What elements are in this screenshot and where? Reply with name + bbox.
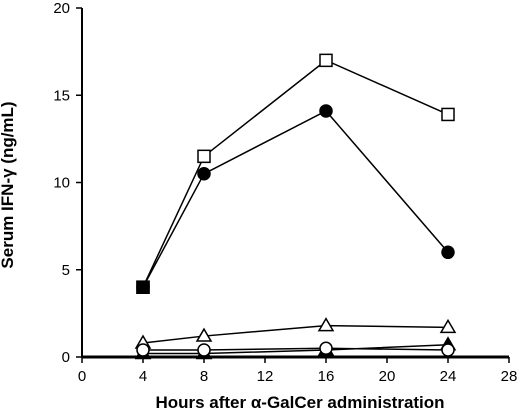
x-tick-label: 0 xyxy=(78,368,86,385)
y-tick-label: 5 xyxy=(62,262,70,279)
x-tick-label: 24 xyxy=(440,368,457,385)
x-tick-label: 28 xyxy=(501,368,518,385)
data-point-open-square xyxy=(319,53,333,68)
data-point-open-square xyxy=(197,149,211,164)
data-point-open-circle xyxy=(197,343,211,357)
y-axis-ticks: 0 5 10 15 20 xyxy=(53,0,82,366)
x-tick-label: 8 xyxy=(200,368,208,385)
data-point-filled-circle xyxy=(319,104,333,118)
data-markers xyxy=(134,53,457,360)
data-point-open-circle xyxy=(441,343,455,357)
y-tick-label: 20 xyxy=(53,0,70,17)
data-point-filled-circle xyxy=(197,167,211,181)
data-point-filled-circle xyxy=(441,245,455,260)
series-line-open-square xyxy=(142,59,449,288)
x-tick-label: 20 xyxy=(379,368,396,385)
y-axis-title: Serum IFN-γ (ng/mL) xyxy=(0,101,17,268)
y-tick-label: 10 xyxy=(53,175,70,192)
data-point-open-circle xyxy=(319,341,333,356)
series-line-filled-circle xyxy=(142,110,449,288)
y-tick-label: 15 xyxy=(53,87,70,104)
x-tick-label: 12 xyxy=(257,368,274,385)
data-point-filled-square xyxy=(136,280,150,294)
series-line-open-triangle xyxy=(142,324,449,344)
series-line-filled-triangle xyxy=(143,344,449,355)
data-point-open-triangle xyxy=(317,317,335,332)
data-point-open-triangle xyxy=(195,327,213,342)
data-point-open-circle xyxy=(136,343,150,357)
x-axis-ticks: 0 4 8 12 16 20 24 28 xyxy=(78,357,518,385)
x-axis-title: Hours after α-GalCer administration xyxy=(155,393,444,412)
axes xyxy=(81,8,509,359)
x-tick-label: 16 xyxy=(318,368,335,385)
data-point-open-square xyxy=(441,107,455,122)
data-point-open-triangle xyxy=(439,318,457,334)
series-lines xyxy=(142,59,449,355)
x-tick-label: 4 xyxy=(139,368,147,385)
series-line-open-circle xyxy=(143,347,449,351)
y-tick-label: 0 xyxy=(62,349,70,366)
